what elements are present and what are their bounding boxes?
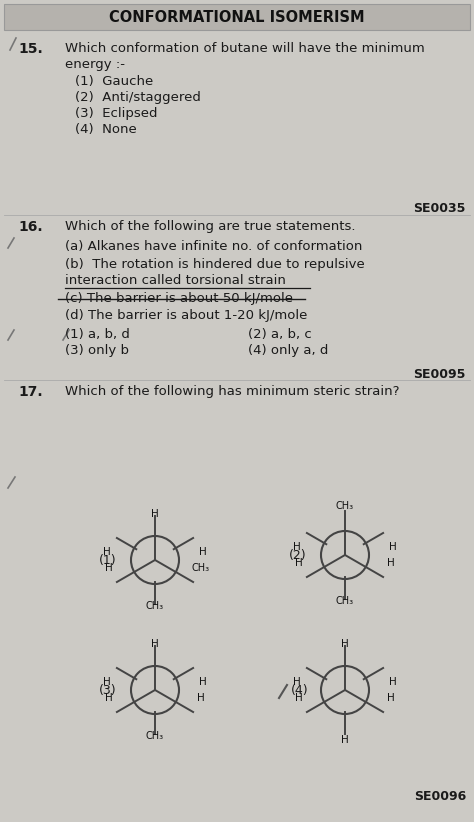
Text: H: H xyxy=(293,677,301,687)
Text: (3): (3) xyxy=(99,684,117,696)
Text: H: H xyxy=(105,563,113,573)
Text: interaction called torsional strain: interaction called torsional strain xyxy=(65,274,286,287)
Text: H: H xyxy=(151,509,159,519)
Text: CONFORMATIONAL ISOMERISM: CONFORMATIONAL ISOMERISM xyxy=(109,10,365,25)
Text: H: H xyxy=(389,677,397,687)
Text: (3)  Eclipsed: (3) Eclipsed xyxy=(75,107,157,120)
Text: H: H xyxy=(387,558,395,568)
Text: H: H xyxy=(295,558,303,568)
Text: SE0096: SE0096 xyxy=(414,790,466,803)
FancyBboxPatch shape xyxy=(4,4,470,30)
Text: (1) a, b, d: (1) a, b, d xyxy=(65,328,130,341)
Text: CH₃: CH₃ xyxy=(146,601,164,611)
Text: CH₃: CH₃ xyxy=(192,563,210,573)
Text: H: H xyxy=(103,677,111,687)
Text: (3) only b: (3) only b xyxy=(65,344,129,357)
Text: CH₃: CH₃ xyxy=(336,596,354,606)
Text: SE0035: SE0035 xyxy=(414,202,466,215)
Text: (4)  None: (4) None xyxy=(75,123,137,136)
Text: (d) The barrier is about 1-20 kJ/mole: (d) The barrier is about 1-20 kJ/mole xyxy=(65,309,307,322)
Text: (4) only a, d: (4) only a, d xyxy=(248,344,328,357)
Text: (b)  The rotation is hindered due to repulsive: (b) The rotation is hindered due to repu… xyxy=(65,258,365,271)
Text: H: H xyxy=(293,542,301,552)
Text: H: H xyxy=(197,693,205,703)
Text: H: H xyxy=(387,693,395,703)
Text: Which of the following are true statements.: Which of the following are true statemen… xyxy=(65,220,356,233)
Text: H: H xyxy=(105,693,113,703)
Text: (2): (2) xyxy=(289,548,307,561)
Text: energy :-: energy :- xyxy=(65,58,125,71)
Text: Which conformation of butane will have the minimum: Which conformation of butane will have t… xyxy=(65,42,425,55)
Text: Which of the following has minimum steric strain?: Which of the following has minimum steri… xyxy=(65,385,400,398)
Text: (c) The barrier is about 50 kJ/mole: (c) The barrier is about 50 kJ/mole xyxy=(65,292,293,305)
Text: H: H xyxy=(389,542,397,552)
Text: (2) a, b, c: (2) a, b, c xyxy=(248,328,312,341)
Text: (1): (1) xyxy=(99,553,117,566)
Text: 16.: 16. xyxy=(18,220,43,234)
Text: (a) Alkanes have infinite no. of conformation: (a) Alkanes have infinite no. of conform… xyxy=(65,240,363,253)
Text: CH₃: CH₃ xyxy=(336,501,354,511)
Text: SE0095: SE0095 xyxy=(414,368,466,381)
Text: H: H xyxy=(151,639,159,649)
Text: H: H xyxy=(341,639,349,649)
Text: (4): (4) xyxy=(291,684,309,696)
Text: H: H xyxy=(103,547,111,557)
Text: (2)  Anti/staggered: (2) Anti/staggered xyxy=(75,91,201,104)
Text: CH₃: CH₃ xyxy=(146,731,164,741)
Text: H: H xyxy=(295,693,303,703)
Text: H: H xyxy=(341,735,349,745)
Text: (1)  Gauche: (1) Gauche xyxy=(75,75,153,88)
Text: 15.: 15. xyxy=(18,42,43,56)
Text: 17.: 17. xyxy=(18,385,43,399)
Text: H: H xyxy=(199,677,207,687)
Text: H: H xyxy=(199,547,207,557)
